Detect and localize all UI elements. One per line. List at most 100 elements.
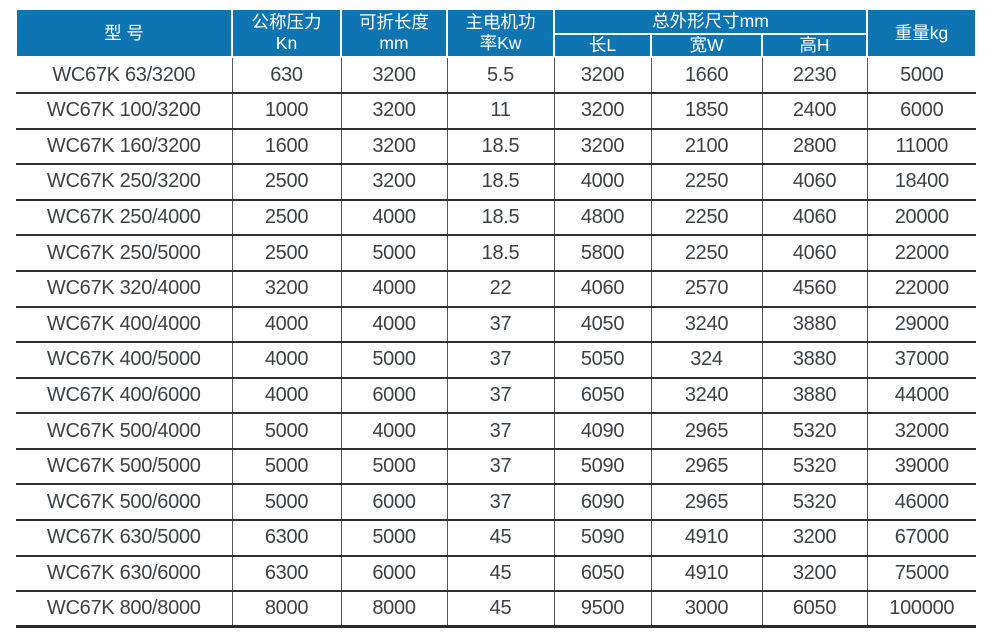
cell-length-mm: 4000 [341,270,448,308]
table-row: WC67K 630/6000 6300 6000 45 6050 4910 3200 7500… [16,555,977,593]
cell-dim-w: 2100 [651,128,763,166]
cell-pressure-kn: 6300 [232,520,342,557]
header-model-label: 型 号 [104,22,144,43]
cell-model: WC67K 160/3200 [16,128,233,166]
cell-length-mm: 4000 [341,413,448,450]
cell-model: WC67K 500/4000 [16,413,233,450]
header-weight: 重量kg [866,7,978,59]
cell-weight-kg: 39000 [867,448,977,486]
cell-dim-w: 2965 [651,448,763,486]
cell-model: WC67K 320/4000 [16,270,233,308]
cell-power-kw: 5.5 [447,57,555,94]
cell-dim-h: 2400 [762,92,868,130]
cell-power-kw: 45 [447,555,555,593]
cell-pressure-kn: 1000 [232,92,342,130]
cell-weight-kg: 20000 [867,199,977,237]
header-fold-length-line1: 可折长度 [359,11,429,32]
cell-dim-l: 9500 [554,591,652,629]
header-pressure: 公称压力 Kn [231,7,342,59]
cell-weight-kg: 6000 [867,92,977,130]
cell-length-mm: 6000 [341,377,448,415]
cell-length-mm: 6000 [341,555,448,593]
cell-dim-h: 3200 [762,520,868,557]
table-row: WC67K 400/5000 4000 5000 37 5050 324 3880 37000 [16,342,977,379]
cell-pressure-kn: 4000 [232,342,342,379]
header-model: 型 号 [15,7,233,59]
cell-dim-h: 2800 [762,128,868,166]
cell-length-mm: 5000 [341,520,448,557]
table-header: 型 号 公称压力 Kn 可折长度 mm 主电机功 率Kw 总外形尺寸mm 重量k… [15,7,978,59]
table-row: WC67K 320/4000 3200 4000 22 4060 2570 4560 2200… [16,270,977,308]
cell-power-kw: 18.5 [447,199,555,237]
cell-pressure-kn: 4000 [232,377,342,415]
table-body: WC67K 63/3200 630 3200 5.5 3200 1660 2230 5000 W… [16,57,977,629]
table-row: WC67K 400/4000 4000 4000 37 4050 3240 3880 2900… [16,306,977,344]
cell-weight-kg: 22000 [867,270,977,308]
table-row: WC67K 250/4000 2500 4000 18.5 4800 2250 4060 20… [16,199,977,237]
cell-dim-w: 3240 [651,377,763,415]
cell-dim-h: 6050 [762,591,868,629]
cell-length-mm: 4000 [341,306,448,344]
cell-model: WC67K 63/3200 [16,57,233,94]
cell-model: WC67K 630/5000 [16,520,233,557]
spec-table: 型 号 公称压力 Kn 可折长度 mm 主电机功 率Kw 总外形尺寸mm 重量k… [15,7,978,629]
cell-length-mm: 6000 [341,484,448,522]
cell-model: WC67K 630/6000 [16,555,233,593]
cell-pressure-kn: 6300 [232,555,342,593]
cell-length-mm: 3200 [341,57,448,94]
table-row: WC67K 500/6000 5000 6000 37 6090 2965 5320 4600… [16,484,977,522]
cell-pressure-kn: 1600 [232,128,342,166]
cell-dim-w: 2570 [651,270,763,308]
cell-pressure-kn: 3200 [232,270,342,308]
cell-dim-h: 3880 [762,342,868,379]
table-row: WC67K 500/4000 5000 4000 37 4090 2965 5320 3200… [16,413,977,450]
cell-model: WC67K 250/5000 [16,235,233,272]
cell-weight-kg: 11000 [867,128,977,166]
cell-power-kw: 22 [447,270,555,308]
cell-dim-l: 4800 [554,199,652,237]
cell-model: WC67K 250/3200 [16,164,233,201]
cell-dim-w: 1850 [651,92,763,130]
table-row: WC67K 630/5000 6300 5000 45 5090 4910 3200 6700… [16,520,977,557]
cell-dim-l: 3200 [554,128,652,166]
cell-power-kw: 11 [447,92,555,130]
cell-power-kw: 37 [447,448,555,486]
cell-pressure-kn: 5000 [232,448,342,486]
cell-pressure-kn: 5000 [232,413,342,450]
cell-dim-l: 5800 [554,235,652,272]
cell-dim-l: 5090 [554,448,652,486]
cell-dim-l: 4000 [554,164,652,201]
cell-dim-l: 4050 [554,306,652,344]
cell-dim-l: 6050 [554,555,652,593]
cell-model: WC67K 800/8000 [16,591,233,629]
cell-power-kw: 45 [447,591,555,629]
cell-dim-h: 4060 [762,235,868,272]
cell-weight-kg: 100000 [867,591,977,629]
cell-pressure-kn: 2500 [232,164,342,201]
cell-dim-w: 2250 [651,164,763,201]
cell-length-mm: 5000 [341,235,448,272]
cell-dim-h: 3200 [762,555,868,593]
cell-dim-h: 5320 [762,484,868,522]
cell-weight-kg: 5000 [867,57,977,94]
header-dimensions-group: 总外形尺寸mm [552,8,869,35]
cell-dim-w: 1660 [651,57,763,94]
header-motor-power: 主电机功 率Kw [446,7,555,59]
header-row-sub: 长L 宽W 高H [16,32,976,59]
cell-model: WC67K 100/3200 [16,92,233,130]
cell-dim-w: 2250 [651,235,763,272]
cell-weight-kg: 22000 [867,235,977,272]
cell-model: WC67K 500/5000 [16,448,233,486]
cell-dim-w: 4910 [651,520,763,557]
table-row: WC67K 400/6000 4000 6000 37 6050 3240 3880 4400… [16,377,977,415]
cell-dim-l: 3200 [554,57,652,94]
cell-pressure-kn: 2500 [232,235,342,272]
cell-power-kw: 37 [447,342,555,379]
header-fold-length: 可折长度 mm [340,7,448,59]
cell-pressure-kn: 2500 [232,199,342,237]
cell-dim-w: 324 [651,342,763,379]
cell-weight-kg: 67000 [867,520,977,557]
table-row: WC67K 500/5000 5000 5000 37 5090 2965 5320 3900… [16,448,977,486]
cell-model: WC67K 400/5000 [16,342,233,379]
